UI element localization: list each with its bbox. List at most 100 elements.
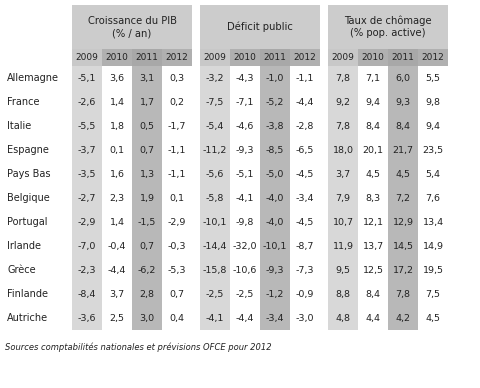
Text: -9,3: -9,3 xyxy=(236,146,254,154)
Text: -3,0: -3,0 xyxy=(296,314,314,322)
Bar xyxy=(230,5,260,330)
Text: 14,5: 14,5 xyxy=(393,241,413,251)
Text: -0,9: -0,9 xyxy=(296,289,314,298)
Bar xyxy=(200,49,230,66)
Text: 8,4: 8,4 xyxy=(365,121,381,130)
Text: -2,7: -2,7 xyxy=(78,194,96,203)
Text: -3,8: -3,8 xyxy=(266,121,284,130)
Bar xyxy=(260,5,290,330)
Text: 0,1: 0,1 xyxy=(109,146,124,154)
Text: -8,7: -8,7 xyxy=(296,241,314,251)
Text: 1,4: 1,4 xyxy=(109,97,124,106)
Bar xyxy=(102,5,132,330)
Text: 0,2: 0,2 xyxy=(169,97,184,106)
Text: 7,1: 7,1 xyxy=(365,73,381,83)
Text: Finlande: Finlande xyxy=(7,289,48,299)
Text: -8,5: -8,5 xyxy=(266,146,284,154)
Text: 7,8: 7,8 xyxy=(336,121,350,130)
Text: -1,1: -1,1 xyxy=(296,73,314,83)
Text: 5,5: 5,5 xyxy=(425,73,441,83)
Text: 7,2: 7,2 xyxy=(396,194,410,203)
Bar xyxy=(132,5,162,330)
Text: Allemagne: Allemagne xyxy=(7,73,59,83)
Text: 8,3: 8,3 xyxy=(365,194,381,203)
Text: -2,3: -2,3 xyxy=(78,265,96,274)
Bar xyxy=(388,5,418,330)
Text: -1,7: -1,7 xyxy=(168,121,186,130)
Text: Autriche: Autriche xyxy=(7,313,48,323)
Text: -5,6: -5,6 xyxy=(206,170,224,178)
Text: 0,7: 0,7 xyxy=(140,241,155,251)
Bar xyxy=(418,5,448,330)
Text: 2010: 2010 xyxy=(361,53,384,62)
Text: 4,5: 4,5 xyxy=(425,314,441,322)
Text: 3,7: 3,7 xyxy=(109,289,125,298)
Text: -4,5: -4,5 xyxy=(296,170,314,178)
Text: 0,7: 0,7 xyxy=(140,146,155,154)
Text: 5,4: 5,4 xyxy=(425,170,441,178)
Text: 7,6: 7,6 xyxy=(425,194,441,203)
Text: Grèce: Grèce xyxy=(7,265,36,275)
Text: 3,7: 3,7 xyxy=(336,170,350,178)
Text: -0,3: -0,3 xyxy=(168,241,186,251)
Text: 14,9: 14,9 xyxy=(422,241,444,251)
Text: 8,4: 8,4 xyxy=(396,121,410,130)
Text: -1,5: -1,5 xyxy=(138,218,156,227)
Text: -3,2: -3,2 xyxy=(206,73,224,83)
Text: 6,0: 6,0 xyxy=(396,73,410,83)
Text: -5,4: -5,4 xyxy=(206,121,224,130)
Bar xyxy=(328,5,358,330)
Text: 2010: 2010 xyxy=(106,53,129,62)
Text: 23,5: 23,5 xyxy=(422,146,444,154)
Text: 2,5: 2,5 xyxy=(109,314,124,322)
Text: -2,9: -2,9 xyxy=(78,218,96,227)
Bar xyxy=(290,5,320,330)
Bar xyxy=(72,49,102,66)
Bar xyxy=(162,49,192,66)
Text: 10,7: 10,7 xyxy=(333,218,353,227)
Text: -1,2: -1,2 xyxy=(266,289,284,298)
Text: 2,8: 2,8 xyxy=(140,289,155,298)
Bar xyxy=(162,5,192,330)
Text: -8,4: -8,4 xyxy=(78,289,96,298)
Text: 4,5: 4,5 xyxy=(396,170,410,178)
Text: 1,8: 1,8 xyxy=(109,121,124,130)
Text: -2,8: -2,8 xyxy=(296,121,314,130)
Text: -6,2: -6,2 xyxy=(138,265,156,274)
Bar xyxy=(328,49,358,66)
Text: 1,3: 1,3 xyxy=(139,170,155,178)
Text: Italie: Italie xyxy=(7,121,31,131)
Text: Sources comptabilités nationales et prévisions OFCE pour 2012: Sources comptabilités nationales et prév… xyxy=(5,342,272,352)
Text: -3,4: -3,4 xyxy=(266,314,284,322)
Text: -9,8: -9,8 xyxy=(236,218,254,227)
Text: 9,4: 9,4 xyxy=(365,97,381,106)
Text: -4,4: -4,4 xyxy=(236,314,254,322)
Text: -4,3: -4,3 xyxy=(236,73,254,83)
Text: 3,1: 3,1 xyxy=(139,73,155,83)
Text: 4,2: 4,2 xyxy=(396,314,410,322)
Text: -4,0: -4,0 xyxy=(266,194,284,203)
Text: 7,5: 7,5 xyxy=(425,289,441,298)
Text: -1,0: -1,0 xyxy=(266,73,284,83)
Text: 12,1: 12,1 xyxy=(362,218,384,227)
Text: -2,5: -2,5 xyxy=(236,289,254,298)
Text: 13,7: 13,7 xyxy=(362,241,384,251)
Text: -5,5: -5,5 xyxy=(78,121,96,130)
Bar xyxy=(72,5,102,330)
Text: -5,1: -5,1 xyxy=(78,73,96,83)
Text: 0,1: 0,1 xyxy=(169,194,184,203)
Text: -5,1: -5,1 xyxy=(236,170,254,178)
Text: -7,0: -7,0 xyxy=(78,241,96,251)
Bar xyxy=(230,49,260,66)
Bar xyxy=(200,5,230,330)
Text: 2012: 2012 xyxy=(294,53,316,62)
Text: 2009: 2009 xyxy=(204,53,227,62)
Text: -6,5: -6,5 xyxy=(296,146,314,154)
Text: Taux de chômage
(% pop. active): Taux de chômage (% pop. active) xyxy=(344,16,432,38)
Text: 0,7: 0,7 xyxy=(169,289,184,298)
Text: 4,8: 4,8 xyxy=(336,314,350,322)
Text: -4,5: -4,5 xyxy=(296,218,314,227)
Text: 2009: 2009 xyxy=(75,53,98,62)
Text: France: France xyxy=(7,97,39,107)
Text: 2012: 2012 xyxy=(166,53,188,62)
